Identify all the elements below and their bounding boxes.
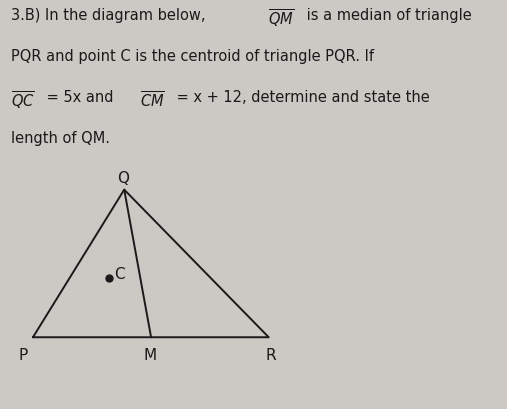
Text: $\overline{CM}$: $\overline{CM}$ bbox=[140, 90, 165, 110]
Text: length of QM.: length of QM. bbox=[11, 131, 110, 146]
Text: P: P bbox=[18, 347, 27, 362]
Text: M: M bbox=[143, 347, 157, 362]
Text: Q: Q bbox=[117, 171, 129, 185]
Text: $\overline{QC}$: $\overline{QC}$ bbox=[11, 90, 35, 112]
Text: 3.B) In the diagram below,: 3.B) In the diagram below, bbox=[11, 8, 210, 23]
Text: is a median of triangle: is a median of triangle bbox=[302, 8, 472, 23]
Text: C: C bbox=[114, 267, 124, 281]
Text: R: R bbox=[266, 347, 276, 362]
Text: PQR and point C is the centroid of triangle PQR. If: PQR and point C is the centroid of trian… bbox=[11, 49, 374, 64]
Text: = x + 12, determine and state the: = x + 12, determine and state the bbox=[172, 90, 430, 105]
Text: = 5x and: = 5x and bbox=[42, 90, 118, 105]
Text: $\overline{QM}$: $\overline{QM}$ bbox=[268, 8, 294, 30]
